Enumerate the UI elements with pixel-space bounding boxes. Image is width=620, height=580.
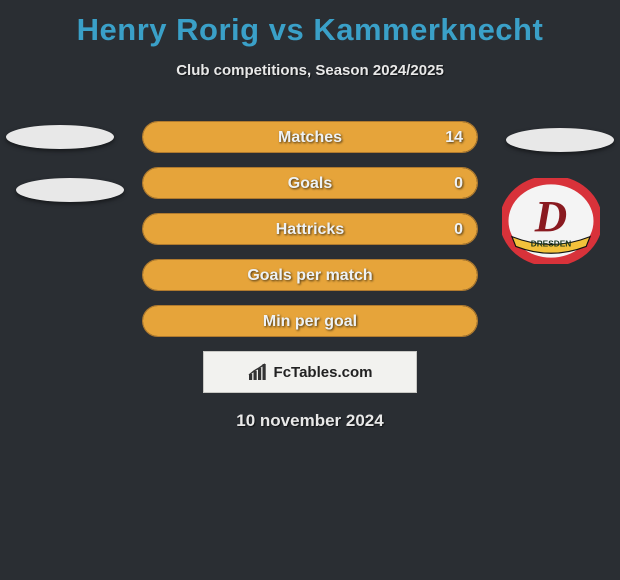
stat-pill: Min per goal (142, 305, 478, 337)
subtitle: Club competitions, Season 2024/2025 (0, 62, 620, 79)
date-label: 10 november 2024 (0, 411, 620, 431)
watermark-text: FcTables.com (274, 364, 373, 381)
stat-row: Min per goal (142, 305, 478, 337)
watermark: FcTables.com (203, 351, 417, 393)
stat-row: Matches14 (142, 121, 478, 153)
stat-pill: Matches14 (142, 121, 478, 153)
bar-chart-icon (248, 363, 268, 381)
stat-rows: Matches14Goals0Hattricks0Goals per match… (0, 121, 620, 337)
stat-row: Goals per match (142, 259, 478, 291)
title-vs: vs (269, 12, 304, 47)
stat-value-right: 0 (454, 214, 463, 245)
stat-pill: Goals per match (142, 259, 478, 291)
stat-label: Matches (143, 122, 477, 153)
stat-pill: Hattricks0 (142, 213, 478, 245)
stat-label: Goals (143, 168, 477, 199)
stat-value-right: 0 (454, 168, 463, 199)
stat-label: Min per goal (143, 306, 477, 337)
stat-label: Hattricks (143, 214, 477, 245)
stat-row: Goals0 (142, 167, 478, 199)
stat-pill: Goals0 (142, 167, 478, 199)
title-player1: Henry Rorig (77, 12, 260, 47)
stat-row: Hattricks0 (142, 213, 478, 245)
stat-label: Goals per match (143, 260, 477, 291)
stat-value-right: 14 (445, 122, 463, 153)
page-title: Henry Rorig vs Kammerknecht (0, 12, 620, 48)
title-player2: Kammerknecht (313, 12, 543, 47)
